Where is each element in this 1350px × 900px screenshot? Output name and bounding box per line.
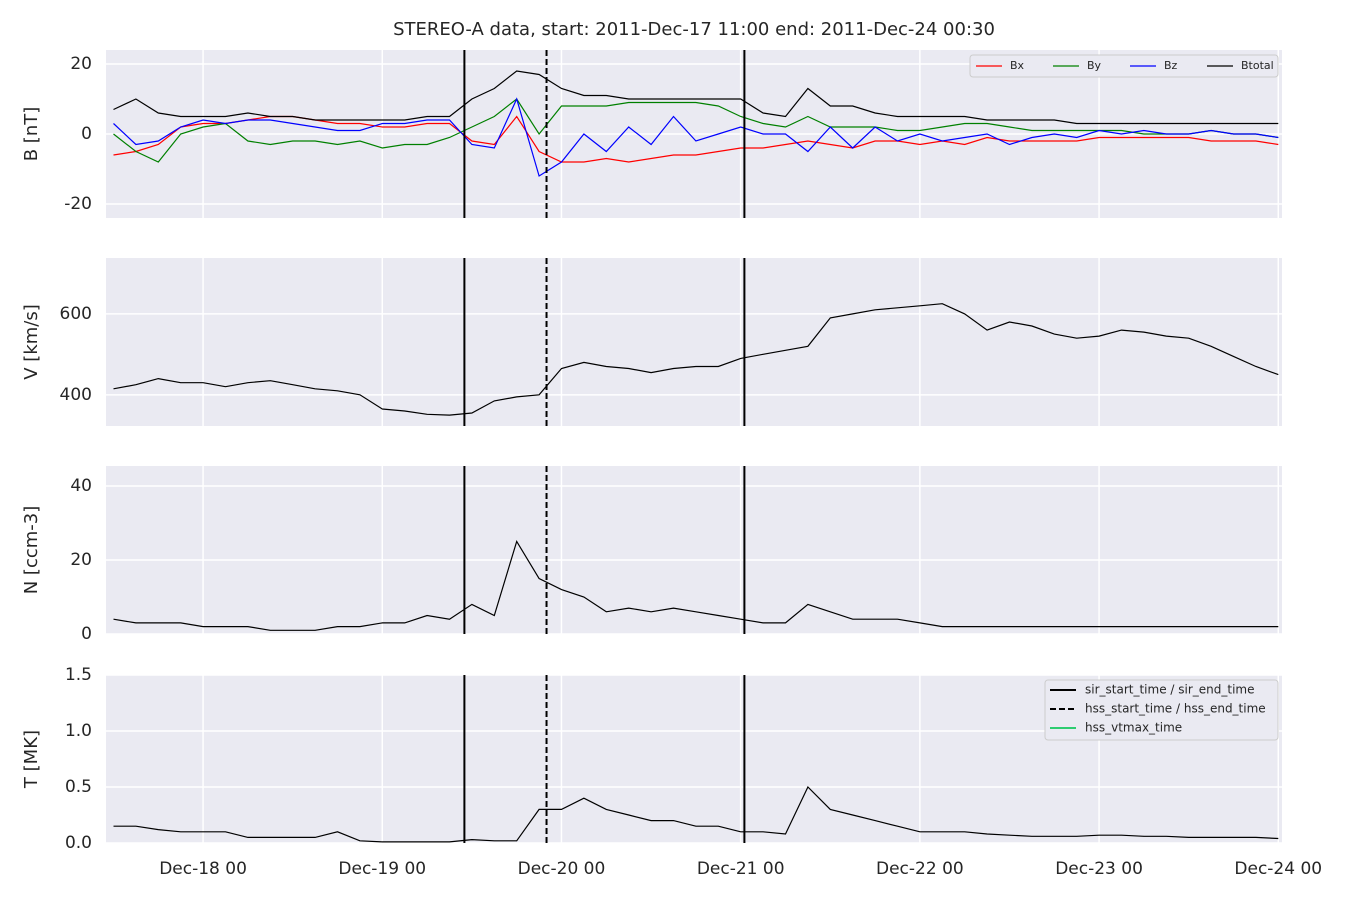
legend-label: Btotal [1241,59,1274,72]
data-line [113,97,1279,177]
y-tick-label: 20 [70,54,92,74]
y-axis-label: T [MK] [21,730,42,789]
x-tick-label: Dec-24 00 [1234,859,1322,879]
data-line [113,98,1279,163]
y-tick-label: 0 [81,124,92,144]
x-tick-label: Dec-22 00 [876,859,964,879]
x-tick-label: Dec-18 00 [159,859,247,879]
legend-box [1044,679,1279,741]
figure-title: STEREO-A data, start: 2011-Dec-17 11:00 … [393,19,995,40]
y-tick-label: 20 [70,550,92,570]
y-tick-label: 0.0 [65,833,92,853]
legend-label: By [1087,59,1102,72]
x-tick-label: Dec-20 00 [518,859,606,879]
y-tick-label: 400 [60,385,92,405]
legend-label: sir_start_time / sir_end_time [1085,683,1255,697]
y-tick-label: 1.0 [65,721,92,741]
data-line [113,540,1279,631]
legend-label: Bx [1010,59,1025,72]
y-tick-label: 0 [81,624,92,644]
y-tick-label: -20 [64,194,92,214]
y-axis-label: N [ccm-3] [21,506,42,595]
legend-label: hss_vtmax_time [1085,721,1182,735]
y-tick-label: 0.5 [65,777,92,797]
y-tick-label: 1.5 [65,665,92,685]
plot-background [106,466,1282,634]
x-tick-label: Dec-21 00 [697,859,785,879]
x-tick-label: Dec-23 00 [1055,859,1143,879]
data-line [113,303,1279,416]
data-line [113,785,1279,843]
legend-box [969,54,1279,78]
y-tick-label: 600 [60,304,92,324]
y-tick-label: 40 [70,476,92,496]
x-tick-label: Dec-19 00 [338,859,426,879]
plot-background [106,258,1282,426]
legend-label: Bz [1164,59,1178,72]
y-axis-label: B [nT] [21,107,42,162]
y-axis-label: V [km/s] [21,304,42,379]
data-line [113,70,1279,125]
legend-label: hss_start_time / hss_end_time [1085,702,1266,716]
